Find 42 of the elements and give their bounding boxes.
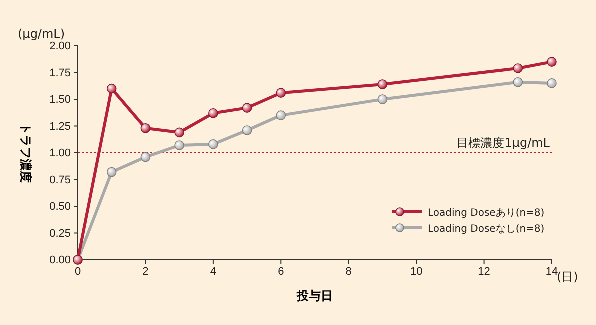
legend-label: Loading Doseあり(n=8) xyxy=(428,208,545,219)
x-tick-label: 14 xyxy=(546,266,558,278)
x-axis-title: 投与日 xyxy=(296,289,333,303)
point xyxy=(378,94,388,104)
x-tick-label: 4 xyxy=(210,266,216,278)
y-tick-label: 0.00 xyxy=(50,254,71,267)
point xyxy=(242,126,252,136)
point xyxy=(174,140,184,150)
point xyxy=(276,88,286,98)
ref-line-label: 目標濃度1μg/mL xyxy=(456,136,550,150)
point xyxy=(513,77,524,88)
y-tick-label: 1.00 xyxy=(50,148,71,160)
point xyxy=(513,64,524,74)
y-tick-label: 0.75 xyxy=(50,174,71,186)
point xyxy=(276,110,286,120)
y-axis-title: トラフ濃度 xyxy=(19,123,33,183)
point xyxy=(174,128,184,138)
point xyxy=(140,152,151,162)
point xyxy=(378,80,388,90)
text: (μg/mL) xyxy=(18,27,66,41)
x-tick-label: 0 xyxy=(74,266,82,278)
point xyxy=(547,78,557,88)
point xyxy=(106,167,117,178)
y-tick-label: 1.75 xyxy=(50,67,71,80)
y-tick-label: 2.00 xyxy=(50,40,71,53)
x-tick-label: 10 xyxy=(410,266,423,278)
point xyxy=(547,57,557,67)
y-tick-label: 1.25 xyxy=(50,120,71,133)
text: (日) xyxy=(557,270,578,284)
legend-label: Loading Doseなし(n=8) xyxy=(428,224,545,235)
x-tick-label: 12 xyxy=(478,266,490,278)
y-tick-label: 0.50 xyxy=(50,201,71,214)
point xyxy=(140,124,151,134)
y-tick-label: 1.50 xyxy=(50,94,71,106)
point xyxy=(208,108,218,118)
x-tick-label: 6 xyxy=(278,266,284,278)
point xyxy=(106,84,117,94)
point xyxy=(208,140,218,150)
point xyxy=(242,103,252,113)
x-tick-label: 2 xyxy=(142,266,149,278)
y-tick-label: 0.25 xyxy=(50,228,71,240)
x-tick-label: 8 xyxy=(346,266,352,278)
